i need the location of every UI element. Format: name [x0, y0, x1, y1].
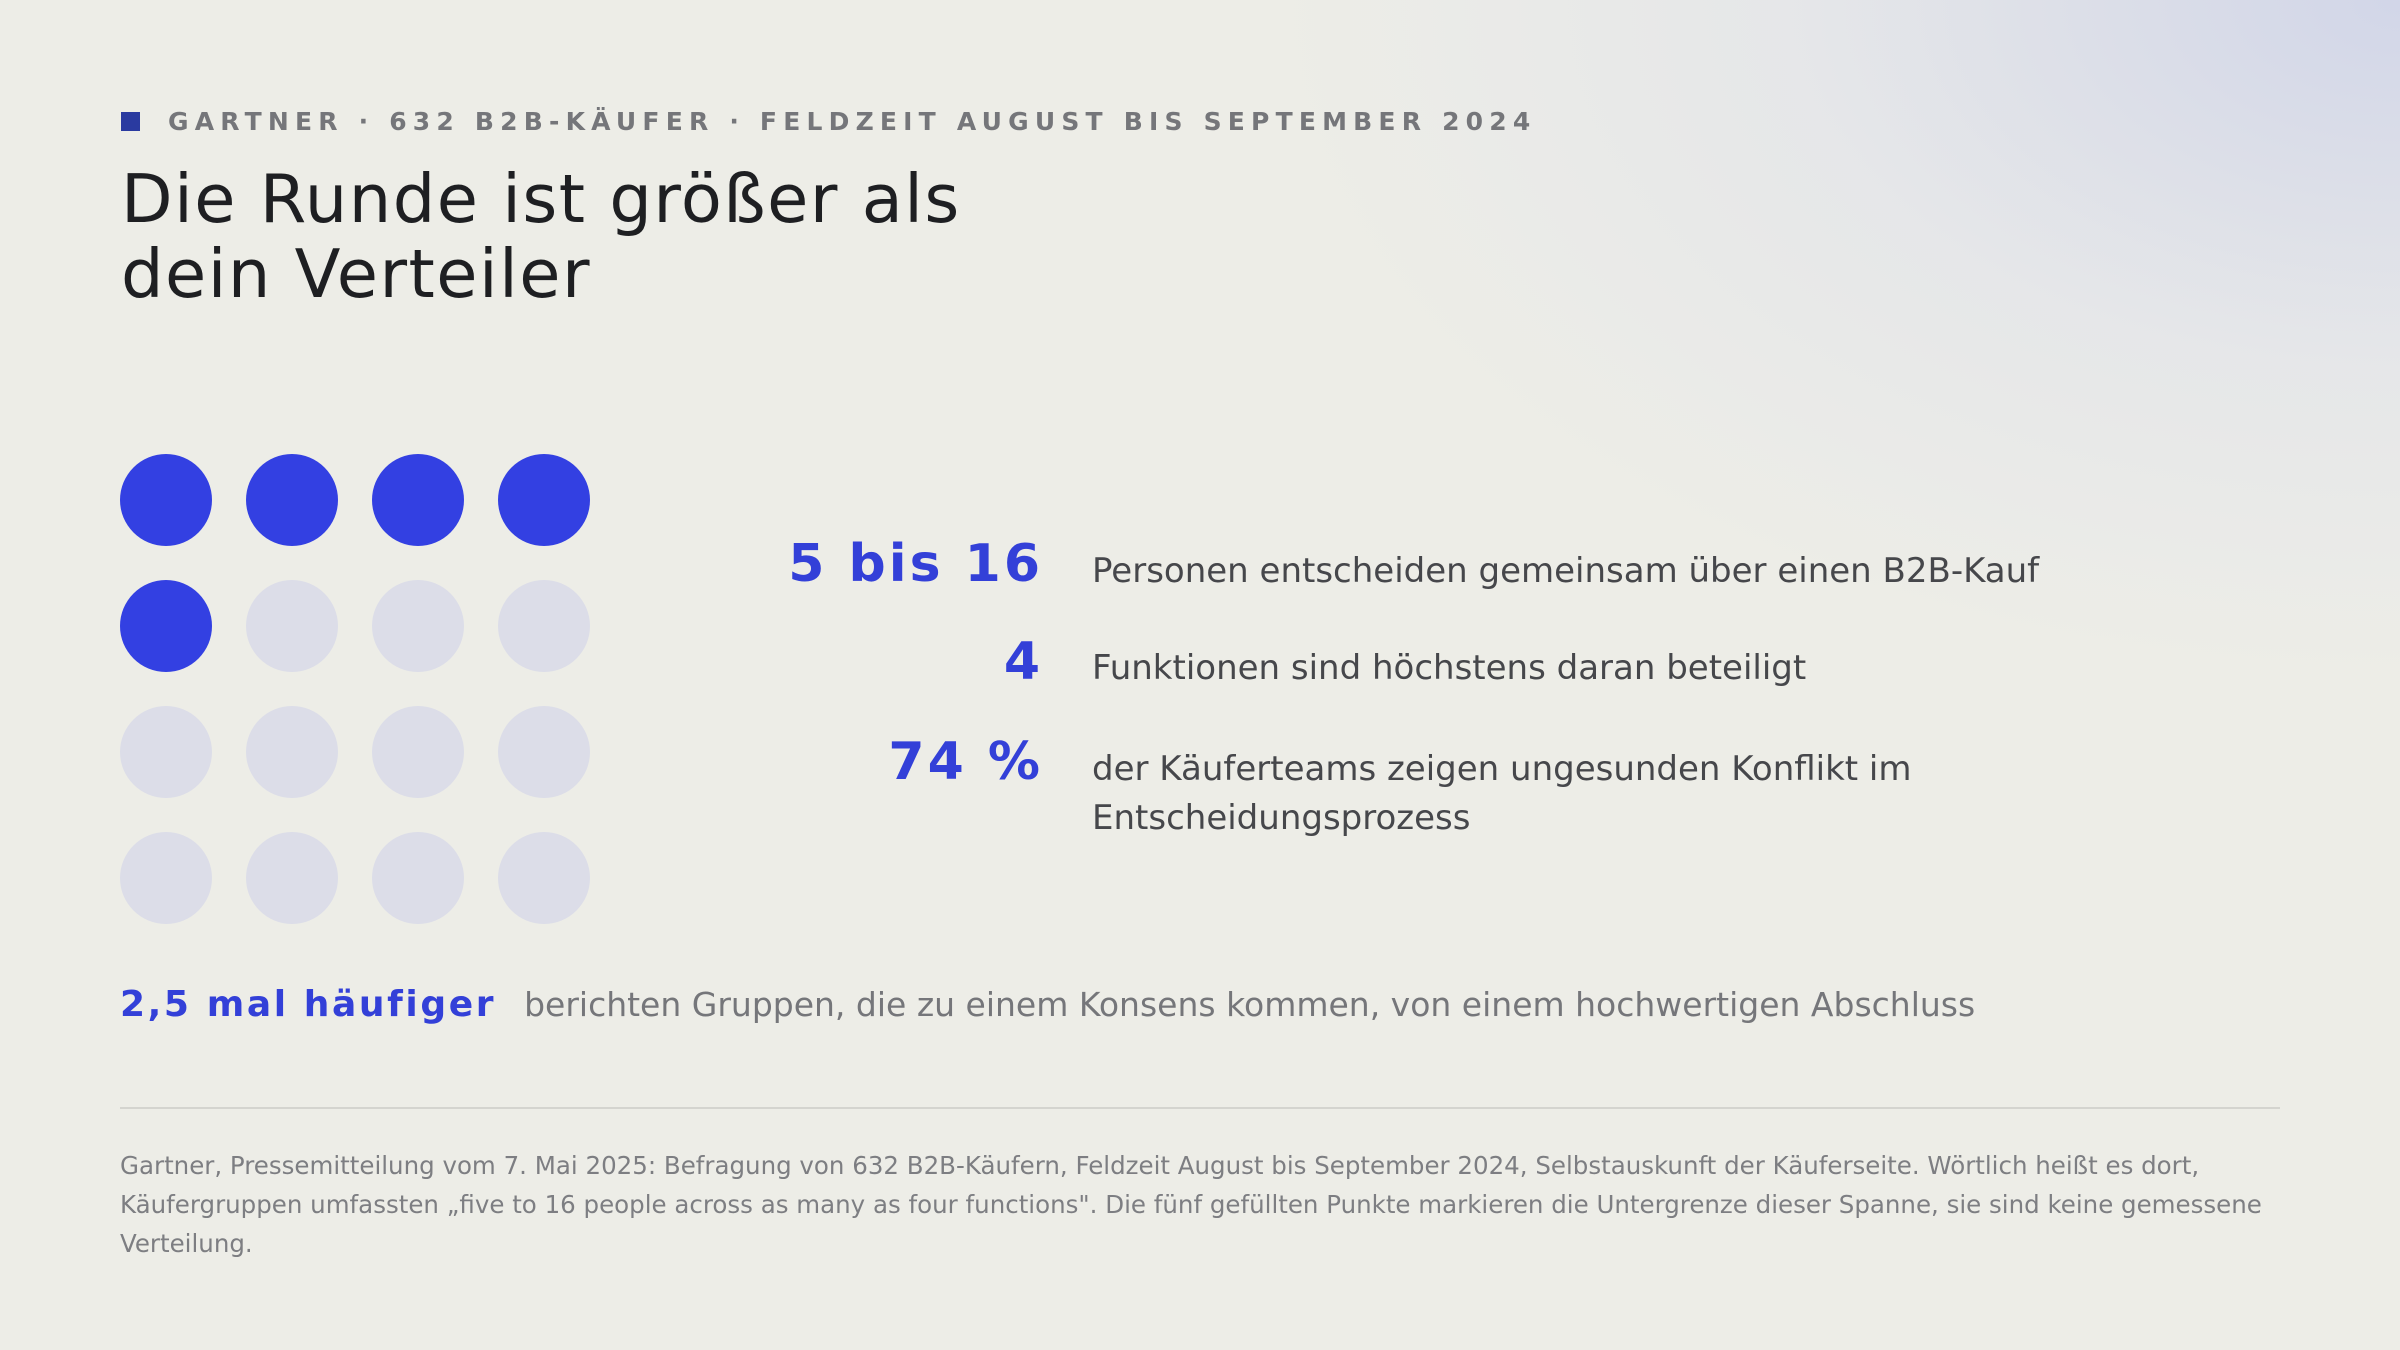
footnote-line-3: Verteilung. — [120, 1229, 253, 1258]
empty-dot — [372, 832, 464, 924]
dot-grid — [120, 454, 592, 926]
empty-dot — [246, 832, 338, 924]
stat-value-functions: 4 — [1003, 632, 1043, 692]
stat-value-conflict: 74 % — [888, 732, 1043, 792]
eyebrow-text: GARTNER · 632 B2B-KÄUFER · FELDZEIT AUGU… — [168, 106, 1537, 136]
empty-dot — [246, 706, 338, 798]
filled-dot — [120, 580, 212, 672]
highlight-value: 2,5 mal häufiger — [120, 984, 497, 1025]
stat-label-conflict-line-2: Entscheidungsprozess — [1092, 798, 1471, 838]
divider — [120, 1107, 2280, 1109]
eyebrow: GARTNER · 632 B2B-KÄUFER · FELDZEIT AUGU… — [121, 106, 1536, 136]
stat-value-people: 5 bis 16 — [788, 534, 1043, 594]
stat-label-conflict: der Käuferteams zeigen ungesunden Konfli… — [1092, 745, 2092, 843]
empty-dot — [120, 832, 212, 924]
footnote-line-2: Käufergruppen umfassten „five to 16 peop… — [120, 1190, 2262, 1219]
filled-dot — [498, 454, 590, 546]
highlight-text: berichten Gruppen, die zu einem Konsens … — [524, 985, 1976, 1024]
footnote-line-1: Gartner, Pressemitteilung vom 7. Mai 202… — [120, 1151, 2200, 1180]
filled-dot — [120, 454, 212, 546]
source-footnote: Gartner, Pressemitteilung vom 7. Mai 202… — [120, 1146, 2290, 1263]
page-title-line-1: Die Runde ist größer als — [121, 160, 961, 238]
empty-dot — [120, 706, 212, 798]
empty-dot — [372, 706, 464, 798]
consensus-highlight: 2,5 mal häufiger berichten Gruppen, die … — [120, 984, 1975, 1025]
stat-label-functions: Funktionen sind höchstens daran beteilig… — [1092, 648, 1807, 688]
stat-label-people: Personen entscheiden gemeinsam über eine… — [1092, 551, 2040, 591]
empty-dot — [372, 580, 464, 672]
page-title: Die Runde ist größer als dein Verteiler — [121, 162, 1221, 312]
eyebrow-square-marker — [121, 111, 140, 131]
page-title-line-2: dein Verteiler — [121, 235, 592, 313]
empty-dot — [498, 832, 590, 924]
filled-dot — [246, 454, 338, 546]
empty-dot — [498, 706, 590, 798]
empty-dot — [246, 580, 338, 672]
filled-dot — [372, 454, 464, 546]
empty-dot — [498, 580, 590, 672]
stat-label-conflict-line-1: der Käuferteams zeigen ungesunden Konfli… — [1092, 749, 1912, 789]
